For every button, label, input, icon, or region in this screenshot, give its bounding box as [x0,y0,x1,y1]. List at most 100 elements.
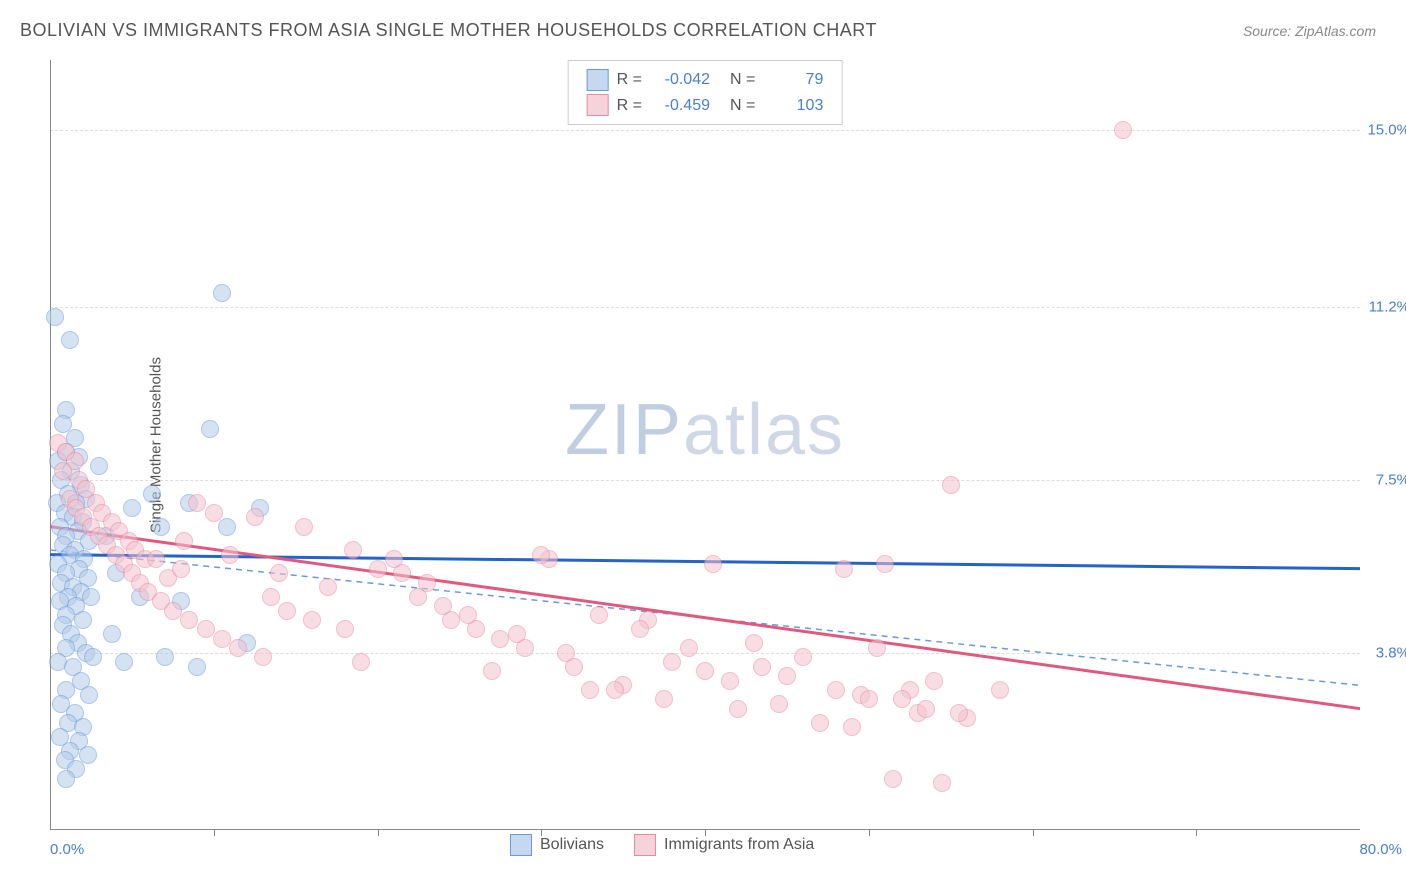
data-point [991,681,1009,699]
x-tick-min: 0.0% [50,841,84,858]
data-point [860,690,878,708]
data-point [778,667,796,685]
chart-title: BOLIVIAN VS IMMIGRANTS FROM ASIA SINGLE … [20,20,877,41]
swatch-asia [634,834,656,856]
data-point [103,625,121,643]
data-point [319,578,337,596]
data-point [270,564,288,582]
data-point [631,620,649,638]
data-point [156,648,174,666]
data-point [54,462,72,480]
data-point [581,681,599,699]
data-point [46,308,64,326]
data-point [57,770,75,788]
data-point [827,681,845,699]
x-tick [1033,830,1034,836]
data-point [811,714,829,732]
data-point [655,690,673,708]
data-point [704,555,722,573]
data-point [352,653,370,671]
data-point [925,672,943,690]
data-point [385,550,403,568]
data-point [278,602,296,620]
data-point [770,695,788,713]
data-point [197,620,215,638]
data-point [876,555,894,573]
data-point [188,494,206,512]
data-point [262,588,280,606]
data-point [164,602,182,620]
data-point [491,630,509,648]
data-point [409,588,427,606]
data-point [221,546,239,564]
y-tick-label: 11.2% [1369,299,1406,316]
data-point [123,499,141,517]
data-point [180,611,198,629]
data-point [152,518,170,536]
x-tick [541,830,542,836]
data-point [459,606,477,624]
data-point [205,504,223,522]
legend-item-bolivians: Bolivians [510,834,604,856]
data-point [246,508,264,526]
data-point [745,634,763,652]
x-tick [1196,830,1197,836]
source-attribution: Source: ZipAtlas.com [1243,23,1376,39]
data-point [794,648,812,666]
data-point [369,560,387,578]
data-point [175,532,193,550]
data-point [80,686,98,704]
data-point [721,672,739,690]
data-point [843,718,861,736]
legend-item-asia: Immigrants from Asia [634,834,814,856]
data-point [90,457,108,475]
data-point [729,700,747,718]
data-point [218,518,236,536]
data-point [115,653,133,671]
data-point [61,331,79,349]
y-tick-label: 7.5% [1376,472,1406,489]
x-tick [214,830,215,836]
series-legend: Bolivians Immigrants from Asia [510,834,814,856]
data-point [434,597,452,615]
plot-area: Single Mother Households 15.0%11.2%7.5%3… [50,60,1360,830]
header: BOLIVIAN VS IMMIGRANTS FROM ASIA SINGLE … [0,0,1406,51]
swatch-bolivians [510,834,532,856]
data-point [483,662,501,680]
data-point [696,662,714,680]
data-point [1114,121,1132,139]
scatter-dots [50,60,1360,830]
data-point [868,639,886,657]
data-point [213,284,231,302]
data-point [557,644,575,662]
data-point [188,658,206,676]
swatch-asia [587,94,609,116]
data-point [254,648,272,666]
data-point [532,546,550,564]
data-point [884,770,902,788]
data-point [917,700,935,718]
x-tick [869,830,870,836]
data-point [835,560,853,578]
x-tick [378,830,379,836]
data-point [942,476,960,494]
legend-row-bolivians: R = -0.042 N = 79 [587,67,824,93]
data-point [590,606,608,624]
data-point [143,485,161,503]
swatch-bolivians [587,69,609,91]
data-point [295,518,313,536]
x-tick [705,830,706,836]
data-point [213,630,231,648]
data-point [508,625,526,643]
data-point [201,420,219,438]
data-point [344,541,362,559]
data-point [663,653,681,671]
data-point [893,690,911,708]
data-point [933,774,951,792]
y-tick-label: 3.8% [1376,644,1406,661]
legend-row-asia: R = -0.459 N = 103 [587,93,824,119]
data-point [303,611,321,629]
data-point [147,550,165,568]
data-point [172,560,190,578]
correlation-legend: R = -0.042 N = 79 R = -0.459 N = 103 [568,60,843,125]
